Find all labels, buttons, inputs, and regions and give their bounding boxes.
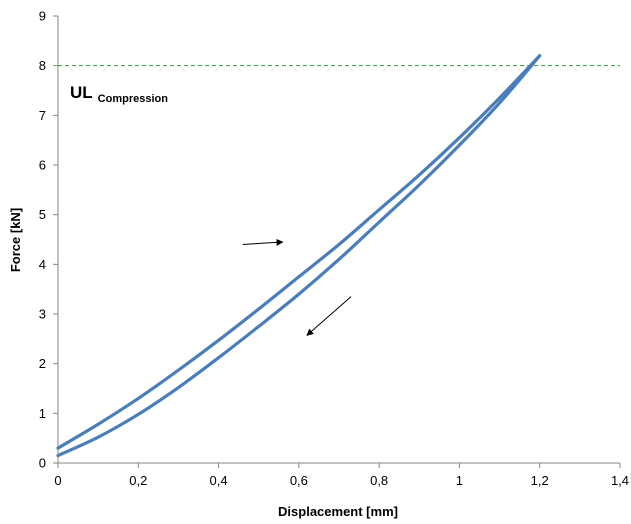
unloading-curve <box>56 54 542 458</box>
x-tick-label: 1,2 <box>531 473 549 488</box>
x-tick-label: 1 <box>456 473 463 488</box>
y-tick-label: 3 <box>39 307 46 322</box>
series-group <box>56 54 542 458</box>
ul-compression-label: UL Compression <box>70 83 168 105</box>
annotations: UL Compression <box>70 83 352 336</box>
y-tick-label: 0 <box>39 456 46 471</box>
unloading-arrow <box>306 296 352 336</box>
x-tick-label: 0 <box>54 473 61 488</box>
y-tick-label: 4 <box>39 257 46 272</box>
ul-label-main: UL <box>70 83 93 102</box>
loading-curve <box>56 54 542 450</box>
ul-label-subscript: Compression <box>98 93 169 105</box>
tick-labels: 0 0,2 0,4 0,6 0,8 1 1,2 1,4 0 1 2 3 4 5 6 7 8 9 <box>39 9 629 489</box>
y-tick-label: 7 <box>39 108 46 123</box>
y-axis-title: Force [kN] <box>8 208 23 272</box>
loading-arrow <box>242 238 284 246</box>
y-tick-label: 5 <box>39 207 46 222</box>
x-axis-title: Displacement [mm] <box>278 504 398 519</box>
y-tick-label: 9 <box>39 9 46 24</box>
x-tick-label: 0,8 <box>370 473 388 488</box>
y-tick-label: 6 <box>39 158 46 173</box>
y-tick-label: 8 <box>39 58 46 73</box>
axes <box>53 15 621 468</box>
y-tick-label: 2 <box>39 356 46 371</box>
x-tick-label: 0,6 <box>290 473 308 488</box>
x-tick-label: 1,4 <box>611 473 629 488</box>
x-tick-label: 0,2 <box>129 473 147 488</box>
x-tick-label: 0,4 <box>210 473 228 488</box>
y-tick-label: 1 <box>39 406 46 421</box>
